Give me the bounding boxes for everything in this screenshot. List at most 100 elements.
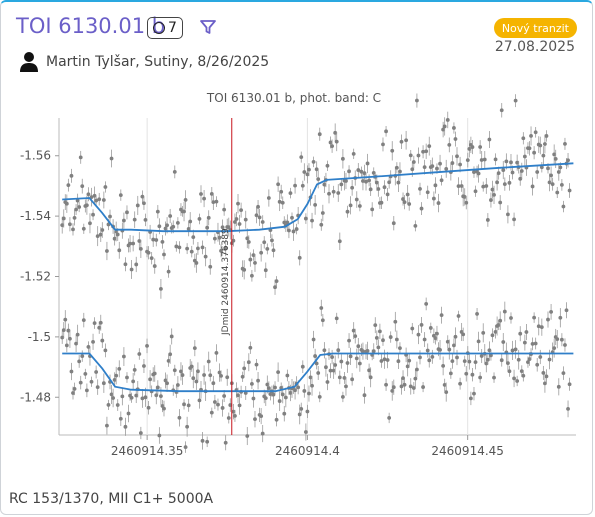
data-point <box>367 178 372 183</box>
data-point <box>404 138 409 143</box>
data-point <box>431 196 436 201</box>
data-point <box>92 193 97 198</box>
data-point <box>541 153 546 158</box>
data-point <box>237 403 242 408</box>
data-point <box>385 358 390 362</box>
data-point <box>407 202 412 206</box>
data-point <box>186 227 191 231</box>
data-point <box>496 323 501 327</box>
data-point <box>211 381 216 386</box>
data-point <box>499 358 504 363</box>
data-point <box>470 145 475 149</box>
data-point <box>222 207 227 212</box>
data-point <box>492 375 496 380</box>
data-point <box>68 222 72 227</box>
data-point <box>439 313 444 318</box>
data-point <box>282 220 287 225</box>
data-point <box>152 371 157 376</box>
data-point <box>112 377 117 382</box>
data-point <box>209 410 214 415</box>
data-point <box>237 222 242 226</box>
data-point <box>444 390 449 394</box>
data-point <box>101 198 106 202</box>
data-point <box>552 346 557 351</box>
data-point <box>481 184 486 189</box>
x-tick-label: 2460914.45 <box>431 444 504 458</box>
data-point <box>504 159 509 164</box>
data-point <box>447 347 452 352</box>
data-point <box>458 162 462 167</box>
data-point <box>490 333 495 338</box>
data-point <box>233 220 237 224</box>
data-point <box>279 189 284 194</box>
data-point <box>458 381 462 386</box>
data-point <box>487 137 492 142</box>
data-point <box>444 166 449 171</box>
filter-icon[interactable] <box>199 18 217 36</box>
data-point <box>128 241 132 246</box>
data-point <box>340 395 345 399</box>
data-point <box>88 221 92 226</box>
data-point <box>199 192 203 196</box>
data-point <box>66 183 71 188</box>
data-point <box>246 360 251 365</box>
data-point <box>154 393 159 398</box>
data-point <box>273 285 277 290</box>
data-point <box>567 382 572 387</box>
data-point <box>336 191 341 195</box>
data-point <box>328 140 333 145</box>
data-point <box>197 398 202 403</box>
data-point <box>509 316 513 320</box>
data-point <box>513 347 518 352</box>
data-point <box>263 268 268 273</box>
page-title[interactable]: TOI 6130.01 b <box>16 14 166 38</box>
data-point <box>405 192 410 197</box>
data-point <box>146 405 151 410</box>
data-point <box>162 252 166 257</box>
data-point <box>208 264 213 269</box>
data-point <box>345 209 350 214</box>
data-point <box>105 423 109 428</box>
data-point <box>476 171 481 176</box>
data-point <box>445 339 450 344</box>
data-point <box>327 191 331 196</box>
data-point <box>112 236 117 241</box>
data-point <box>276 182 281 187</box>
data-point <box>189 364 194 369</box>
data-point <box>456 184 461 188</box>
data-point <box>91 339 95 344</box>
data-point <box>225 375 230 380</box>
data-point <box>84 203 89 208</box>
data-point <box>143 395 148 400</box>
data-point <box>547 180 552 185</box>
data-point <box>563 343 567 347</box>
data-point <box>183 445 188 450</box>
data-point <box>453 137 458 141</box>
data-point <box>74 341 78 346</box>
data-point <box>532 150 537 155</box>
data-point <box>140 396 145 401</box>
data-point <box>438 347 442 352</box>
data-point <box>101 381 106 386</box>
data-point <box>138 431 143 435</box>
circle-icon <box>153 22 166 34</box>
data-point <box>236 201 240 206</box>
data-point <box>231 409 236 414</box>
observation-count-badge[interactable]: 7 <box>147 17 183 39</box>
data-point <box>64 343 69 348</box>
data-point <box>541 371 546 375</box>
data-point <box>165 223 169 228</box>
observation-count: 7 <box>168 20 177 36</box>
data-point <box>163 378 168 383</box>
data-point <box>513 98 518 103</box>
data-point <box>243 217 248 222</box>
data-point <box>512 376 516 381</box>
data-point <box>305 409 310 414</box>
data-point <box>344 179 348 183</box>
data-point <box>115 403 120 407</box>
data-point <box>381 142 385 147</box>
data-point <box>558 165 563 170</box>
data-point <box>411 160 416 164</box>
data-point <box>365 161 370 166</box>
data-point <box>527 146 532 151</box>
